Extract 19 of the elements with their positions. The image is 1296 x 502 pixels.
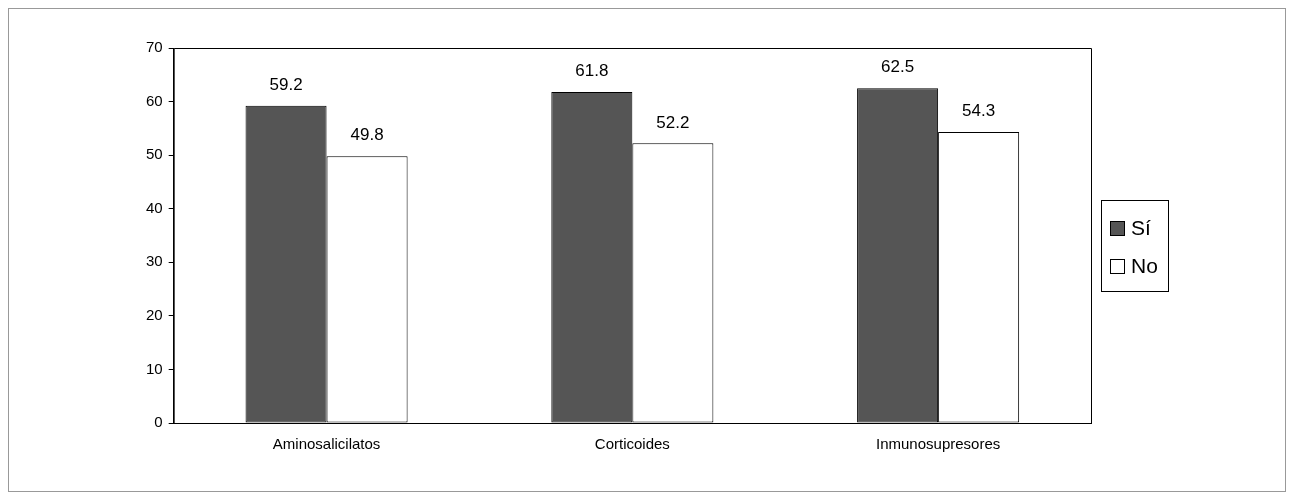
y-tick-label: 70 xyxy=(146,38,163,56)
data-label: 62.5 xyxy=(881,57,915,77)
x-tick-label: Inmunosupresores xyxy=(876,435,1001,453)
y-tick-label: 40 xyxy=(146,198,163,216)
legend-label: Sí xyxy=(1131,216,1151,240)
x-tick-label: Corticoides xyxy=(594,435,670,453)
y-tick-label: 50 xyxy=(146,145,163,163)
y-tick-label: 0 xyxy=(154,413,163,431)
data-label: 61.8 xyxy=(575,61,609,81)
y-tick-label: 30 xyxy=(146,252,163,270)
data-label: 52.2 xyxy=(656,112,690,132)
data-label: 59.2 xyxy=(269,75,303,95)
data-label: 54.3 xyxy=(962,101,996,121)
x-tick-label: Aminosalicilatos xyxy=(272,435,381,453)
data-label: 49.8 xyxy=(350,125,384,145)
text: No xyxy=(1131,254,1158,278)
y-tick-label: 60 xyxy=(146,91,163,109)
y-tick-label: 20 xyxy=(146,306,163,323)
y-tick-label: 10 xyxy=(146,359,163,377)
